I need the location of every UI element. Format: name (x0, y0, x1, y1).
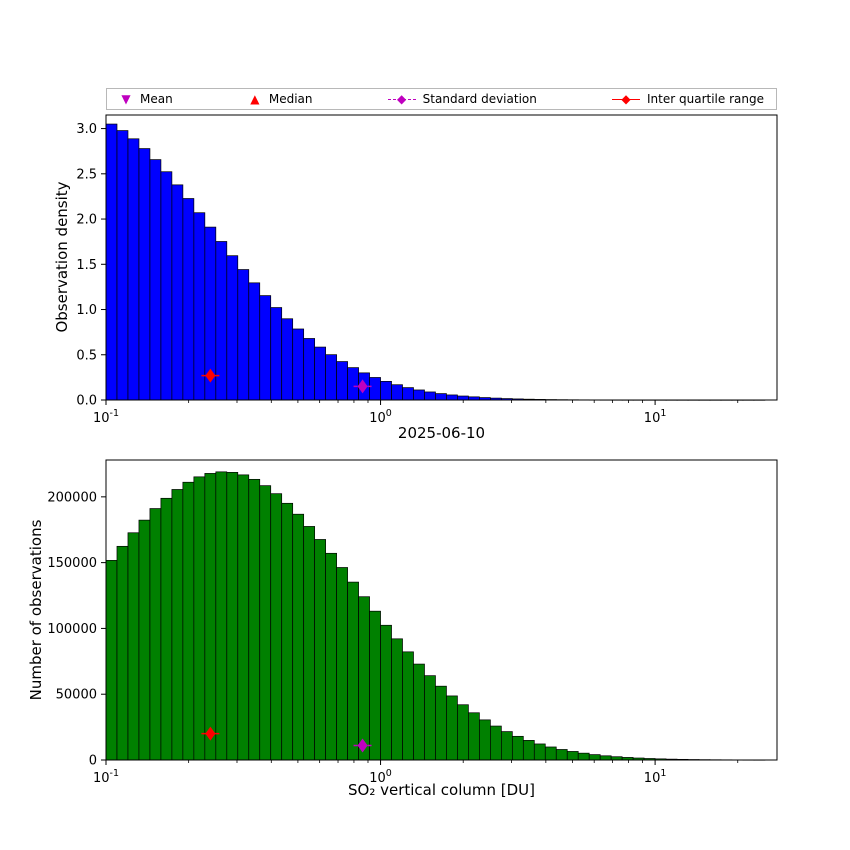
svg-text:1.0: 1.0 (76, 303, 97, 318)
svg-text:3.0: 3.0 (76, 122, 97, 137)
legend-label-standard-deviation: Standard deviation (422, 92, 537, 106)
top-y-axis-label: Observation density (53, 181, 71, 333)
median-triangle-up-icon: ▲ (250, 92, 260, 106)
date-title: 2025-06-10 (397, 424, 486, 442)
svg-text:0: 0 (89, 754, 97, 769)
svg-text:2.5: 2.5 (76, 167, 97, 182)
svg-text:1.5: 1.5 (76, 258, 97, 273)
svg-text:0.5: 0.5 (76, 348, 97, 363)
legend-item-standard-deviation: ◆ Standard deviation (387, 92, 537, 106)
solid-line (612, 99, 641, 100)
legend-item-inter-quartile-range: ◆ Inter quartile range (612, 92, 764, 106)
diamond-glyph: ◆ (397, 92, 407, 106)
svg-text:50000: 50000 (56, 688, 97, 703)
legend-item-mean: ▼ Mean (119, 92, 173, 106)
dashed-line (387, 99, 416, 100)
svg-text:100000: 100000 (47, 622, 97, 637)
legend: ▼ Mean ▲ Median ◆ Standard deviation ◆ I… (106, 88, 777, 110)
legend-label-mean: Mean (140, 92, 173, 106)
legend-label-median: Median (268, 92, 313, 106)
bottom-y-axis-label: Number of observations (27, 519, 45, 701)
legend-item-median: ▲ Median (248, 92, 313, 106)
svg-text:150000: 150000 (47, 556, 97, 571)
mean-triangle-down-icon: ▼ (121, 92, 131, 106)
svg-text:2.0: 2.0 (76, 213, 97, 228)
x-axis-label: SO₂ vertical column [DU] (347, 781, 536, 799)
diamond-glyph: ◆ (621, 92, 631, 106)
legend-label-inter-quartile-range: Inter quartile range (647, 92, 764, 106)
inter-quartile-range-diamond-icon: ◆ (612, 92, 641, 106)
svg-text:0.0: 0.0 (76, 394, 97, 409)
standard-deviation-diamond-icon: ◆ (387, 92, 416, 106)
svg-text:200000: 200000 (47, 490, 97, 505)
